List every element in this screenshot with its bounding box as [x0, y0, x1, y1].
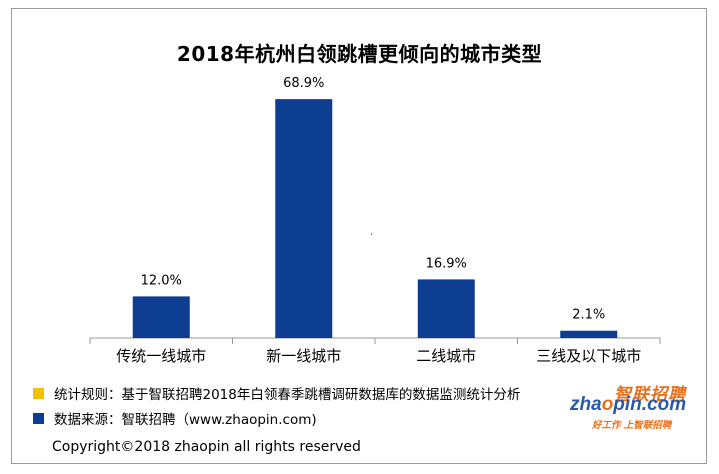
logo-slogan: 好工作 上智联招聘 — [592, 420, 672, 431]
x-tick-label-2: 新一线城市 — [266, 347, 341, 365]
chart-title: 2018年杭州白领跳槽更倾向的城市类型 — [176, 42, 543, 66]
note-rule: 统计规则：基于智联招聘2018年白领春季跳槽调研数据库的数据监测统计分析 — [33, 384, 521, 403]
logo-chinese: 智联招聘 — [614, 385, 686, 405]
copyright-footer: Copyright©2018 zhaopin all rights reserv… — [52, 439, 361, 455]
note-rule-text: 统计规则：基于智联招聘2018年白领春季跳槽调研数据库的数据监测统计分析 — [54, 387, 521, 403]
x-tick-label-3: 二线城市 — [416, 347, 476, 365]
note-source: 数据来源：智联招聘（www.zhaopin.com) — [33, 409, 317, 428]
bar-1 — [132, 296, 190, 338]
x-tick-label-1: 传统一线城市 — [116, 347, 206, 365]
chart-frame — [11, 8, 707, 464]
note-source-swatch — [33, 412, 44, 424]
x-tick-label-4: 三线及以下城市 — [536, 347, 641, 365]
bar-3 — [417, 279, 475, 338]
bar-4 — [560, 330, 618, 338]
bar-2 — [275, 99, 333, 338]
data-label-1: 12.0% — [141, 273, 182, 288]
logo-english: zhaopin.com — [570, 394, 687, 415]
data-label-4: 2.1% — [572, 308, 605, 323]
data-label-2: 68.9% — [283, 76, 324, 91]
stray-mark — [371, 233, 372, 235]
zhaopin-logo: 智联招聘 zhaopin.com 好工作 上智联招聘 — [570, 380, 700, 432]
note-rule-swatch — [33, 387, 44, 399]
note-source-text: 数据来源：智联招聘（www.zhaopin.com) — [54, 412, 317, 428]
data-label-3: 16.9% — [426, 256, 467, 271]
